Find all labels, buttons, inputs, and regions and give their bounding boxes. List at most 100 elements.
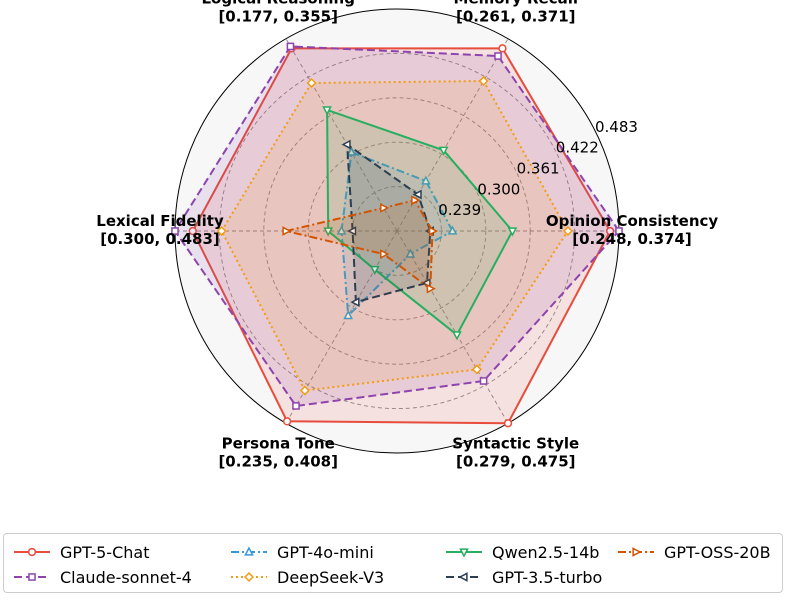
legend-label: GPT-3.5-turbo (492, 567, 603, 587)
data-point-gpt-oss-20b-memory-recall (411, 195, 421, 206)
radar-chart: 0.239 0.300 0.361 0.422 0.483 Opinion Consis… (96, 0, 718, 471)
series-gpt-oss-20b (282, 195, 439, 294)
series-area-gpt-oss-20b (286, 200, 433, 289)
series-area-claude-sonnet-4 (175, 46, 619, 407)
radial-tick-label: 0.239 (438, 201, 481, 219)
legend-marker (459, 548, 469, 558)
data-point-gpt-4o-mini-logical-reasoning (346, 146, 357, 156)
data-point-deepseek-v3-opinion-consistency (562, 225, 573, 237)
legend: GPT-5-Chat Claude-sonnet-4 GPT-4o-mini Deep… (3, 533, 783, 593)
grid-spoke (396, 230, 509, 424)
legend-label: DeepSeek-V3 (277, 567, 385, 587)
data-point-gpt-oss-20b-lexical-fidelity (282, 226, 292, 236)
data-point-deepseek-v3-memory-recall (478, 76, 489, 87)
legend-marker (27, 547, 37, 557)
data-point-gpt-5-chat-memory-recall (498, 44, 507, 53)
radial-tick-label: 0.361 (517, 159, 560, 177)
data-point-gpt-4o-mini-opinion-consistency (447, 225, 458, 235)
data-point-gpt-5-chat-opinion-consistency (605, 226, 615, 236)
legend-item-qwen2-5-14b: Qwen2.5-14b (444, 540, 599, 564)
legend-item-gpt-4o-mini: GPT-4o-mini (229, 540, 374, 564)
series-qwen2-5-14b (322, 106, 518, 341)
axis-range: [0.279, 0.475] (456, 453, 576, 471)
data-point-gpt-4o-mini-persona-tone (343, 310, 354, 320)
data-point-gpt-5-chat-syntactic-style (503, 419, 513, 428)
axis-label-lexical-fidelity: Lexical Fidelity[0.300, 0.483] (96, 212, 224, 248)
data-point-gpt-4o-mini-syntactic-style (405, 248, 416, 258)
legend-swatch (14, 547, 50, 557)
series-area-qwen2-5-14b (327, 109, 513, 335)
data-point-gpt-oss-20b-syntactic-style (426, 283, 436, 294)
data-point-gpt-4o-mini-lexical-fidelity (336, 225, 347, 235)
legend-marker (243, 571, 255, 583)
data-point-gpt-3-5-turbo-persona-tone (350, 297, 360, 307)
axis-range: [0.261, 0.371] (456, 7, 576, 25)
data-point-qwen2-5-14b-syntactic-style (452, 331, 462, 341)
axis-name: Lexical Fidelity (96, 212, 224, 230)
radial-tick-label: 0.483 (595, 118, 638, 136)
axis-name: Logical Reasoning (202, 0, 355, 7)
legend-marker (28, 573, 36, 581)
data-point-gpt-5-chat-lexical-fidelity (188, 226, 197, 236)
radial-tick-labels: 0.239 0.300 0.361 0.422 0.483 (438, 118, 638, 219)
data-point-qwen2-5-14b-memory-recall (438, 146, 449, 156)
data-point-gpt-4o-mini-memory-recall (421, 175, 431, 185)
data-point-gpt-3-5-turbo-memory-recall (412, 189, 422, 200)
legend-marker (458, 572, 468, 582)
legend-swatch (231, 546, 267, 556)
axis-name: Memory Recall (454, 0, 578, 7)
radial-tick-label: 0.300 (477, 180, 520, 198)
series-area-gpt-3-5-turbo (347, 144, 431, 303)
legend-label: GPT-4o-mini (277, 542, 374, 562)
legend-swatch (618, 547, 654, 557)
radial-tick-label: 0.422 (556, 139, 599, 157)
legend-swatch (231, 571, 267, 583)
data-point-deepseek-v3-lexical-fidelity (216, 225, 227, 237)
legend-item-gpt-oss-20b: GPT-OSS-20B (616, 540, 771, 564)
axis-label-syntactic-style: Syntactic Style[0.279, 0.475] (452, 435, 579, 471)
data-point-qwen2-5-14b-persona-tone (369, 265, 380, 276)
legend-label: GPT-OSS-20B (664, 542, 771, 562)
legend-label: GPT-5-Chat (60, 542, 150, 562)
series-deepseek-v3 (216, 76, 573, 396)
series-area-gpt-5-chat (192, 48, 611, 424)
grid-spoke (285, 38, 398, 232)
legend-item-gpt-5-chat: GPT-5-Chat (12, 540, 149, 564)
legend-label: Qwen2.5-14b (492, 542, 600, 562)
data-point-claude-sonnet-4-memory-recall (494, 52, 502, 60)
data-point-claude-sonnet-4-opinion-consistency (615, 227, 623, 235)
data-point-gpt-3-5-turbo-logical-reasoning (341, 139, 351, 150)
series-area-gpt-4o-mini (341, 152, 453, 316)
legend-label: Claude-sonnet-4 (60, 567, 192, 587)
data-point-claude-sonnet-4-syntactic-style (479, 377, 488, 385)
data-point-claude-sonnet-4-logical-reasoning (286, 42, 295, 51)
data-point-deepseek-v3-persona-tone (299, 385, 310, 396)
axis-label-memory-recall: Memory Recall[0.261, 0.371] (454, 0, 578, 25)
series-claude-sonnet-4 (171, 42, 623, 410)
axis-labels: Opinion Consistency[0.248, 0.374] Memory … (96, 0, 718, 471)
data-point-qwen2-5-14b-opinion-consistency (507, 227, 518, 237)
axis-label-logical-reasoning: Logical Reasoning[0.177, 0.355] (202, 0, 355, 25)
series-area-deepseek-v3 (221, 81, 568, 391)
legend-swatch (446, 548, 482, 558)
data-point-gpt-5-chat-persona-tone (282, 417, 292, 426)
data-point-gpt-oss-20b-persona-tone (380, 249, 390, 259)
legend-item-gpt-3-5-turbo: GPT-3.5-turbo (444, 565, 602, 589)
legend-swatch (14, 573, 50, 581)
series-group (171, 42, 623, 428)
legend-swatch (446, 572, 482, 582)
series-gpt-4o-mini (336, 146, 458, 320)
axis-name: Syntactic Style (452, 435, 579, 453)
axis-name: Opinion Consistency (546, 212, 719, 230)
legend-item-deepseek-v3: DeepSeek-V3 (229, 565, 384, 589)
grid-ring (307, 141, 487, 321)
data-point-gpt-oss-20b-opinion-consistency (428, 226, 439, 236)
legend-marker (632, 547, 642, 557)
legend-item-claude-sonnet-4: Claude-sonnet-4 (12, 565, 192, 589)
data-point-gpt-oss-20b-logical-reasoning (380, 203, 390, 213)
axis-range: [0.177, 0.355] (218, 7, 338, 25)
data-point-gpt-3-5-turbo-lexical-fidelity (347, 226, 357, 236)
data-point-deepseek-v3-logical-reasoning (306, 77, 317, 88)
axis-label-opinion-consistency: Opinion Consistency[0.248, 0.374] (546, 212, 719, 248)
data-point-claude-sonnet-4-lexical-fidelity (171, 227, 179, 235)
